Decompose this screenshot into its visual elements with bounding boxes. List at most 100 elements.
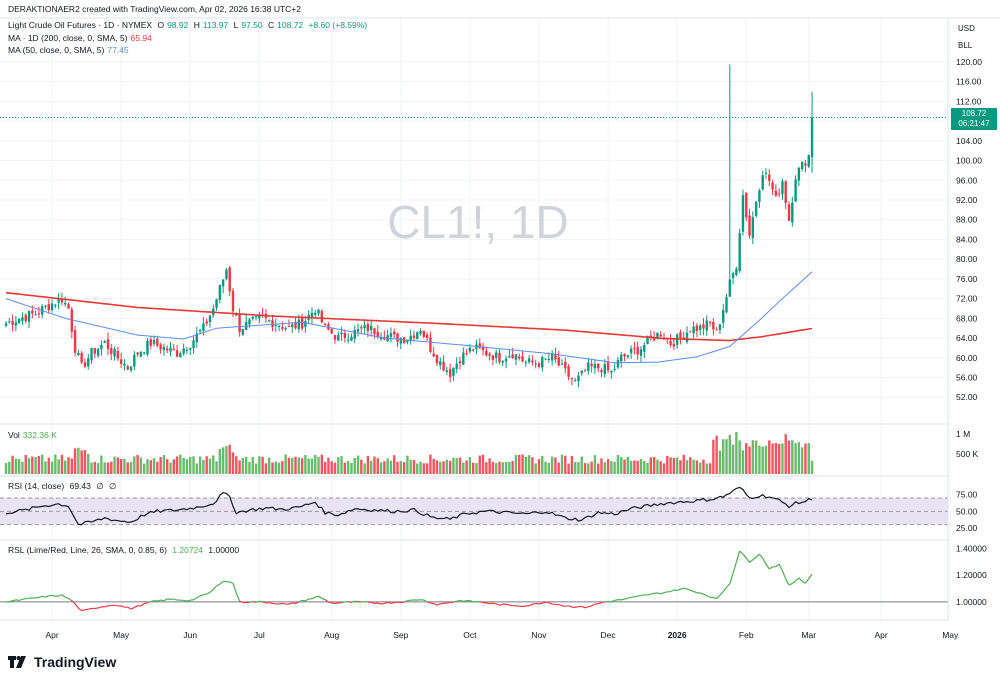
candle-body [781, 181, 784, 195]
volume-bar [481, 454, 485, 474]
volume-bar [383, 461, 386, 474]
candle-body [527, 358, 531, 363]
volume-bar [629, 460, 633, 474]
symbol-watermark: CL1!, 1D [387, 196, 569, 248]
volume-bar [557, 462, 560, 474]
volume-bar [620, 457, 623, 474]
candle-body [465, 353, 468, 355]
rsl-panel[interactable] [0, 550, 948, 612]
candle-body [547, 359, 551, 361]
rsl-segment [288, 602, 293, 605]
volume-bar [254, 463, 258, 474]
volume-bar [429, 454, 432, 474]
rsl-segment [775, 563, 780, 567]
candle-body [287, 326, 291, 328]
candle-body [353, 329, 356, 339]
rsl-segment [193, 597, 198, 601]
rsi-panel[interactable] [0, 486, 948, 526]
candle-body [508, 356, 511, 358]
rsi-band [0, 498, 948, 525]
volume-bar [567, 463, 570, 474]
candle-body [284, 328, 287, 330]
candle-body [27, 311, 31, 322]
ma50-legend[interactable]: MA (50, close, 0, SMA, 5) 77.45 [8, 45, 129, 55]
volume-bar [110, 461, 113, 474]
volume-bar [787, 440, 791, 474]
candle-body [169, 347, 172, 352]
volume-bar [323, 461, 327, 474]
candle-body [761, 175, 764, 190]
rsl-legend[interactable]: RSL (Lime/Red, Line, 26, SMA, 0, 0.85, 6… [8, 545, 240, 555]
candle-body [139, 351, 143, 357]
volume-bar [702, 459, 705, 474]
rsl-segment [157, 599, 161, 602]
candle-body [90, 347, 93, 361]
volume-legend[interactable]: Vol 332.36 K [8, 430, 57, 440]
currency-label[interactable]: USD [958, 24, 975, 33]
candle-body [452, 367, 455, 376]
volume-bar [781, 443, 784, 474]
ma50-value: 77.45 [107, 45, 129, 55]
rsl-segment [51, 594, 56, 597]
symbol-legend[interactable]: Light Crude Oil Futures · 1D · NYMEX O 98… [8, 20, 368, 30]
rsl-segment [798, 577, 803, 582]
volume-bar [192, 456, 195, 474]
candle-body [399, 338, 402, 344]
rsl-segment [690, 589, 694, 592]
volume-bar [356, 455, 360, 474]
candle-body [238, 314, 241, 333]
candle-body [764, 172, 768, 174]
volume-bar [488, 458, 491, 474]
volume-bar [50, 461, 54, 474]
volume-bar [626, 456, 630, 474]
candle-body [751, 217, 755, 238]
candle-body [271, 320, 274, 328]
volume-bar [544, 461, 547, 474]
candle-body [580, 370, 583, 374]
volume-bar [307, 458, 310, 474]
candle-body [722, 310, 725, 323]
tradingview-logo[interactable]: TradingView [8, 654, 116, 670]
volume-bar [689, 457, 692, 474]
volume-bar [518, 454, 521, 474]
volume-bar [514, 454, 518, 474]
rsl-segment [377, 602, 382, 605]
candle-body [57, 298, 60, 303]
volume-bar [603, 462, 606, 474]
candle-body [774, 190, 778, 196]
volume-bar [468, 457, 472, 474]
candle-body [406, 340, 409, 343]
candle-body [702, 324, 705, 329]
rsl-segment [621, 598, 625, 601]
candle-body [310, 312, 314, 318]
rsl-segment [683, 587, 688, 590]
candle-body [343, 332, 347, 339]
candle-body [748, 215, 751, 236]
candle-body [689, 331, 692, 333]
rsi-legend[interactable]: RSI (14, close) 69.43 ∅ ∅ [8, 481, 117, 491]
volume-panel[interactable] [4, 432, 814, 474]
candle-body [728, 279, 731, 297]
volume-bar [679, 460, 682, 474]
volume-bar [37, 455, 41, 474]
rsl-segment [670, 589, 675, 593]
rsl-segment [528, 603, 533, 607]
volume-bar [353, 457, 356, 474]
rsl-segment [387, 601, 392, 604]
volume-bar [593, 455, 597, 474]
ma200-legend[interactable]: MA · 1D (200, close, 0, SMA, 5) 65.94 [8, 33, 152, 43]
price-panel[interactable] [0, 64, 948, 388]
volume-bar [409, 459, 412, 474]
candle-body [149, 339, 152, 346]
rsl-segment [716, 594, 721, 599]
rsl-segment [732, 562, 737, 574]
volume-bar [448, 460, 452, 474]
candle-body [478, 343, 481, 349]
volume-bar [291, 457, 294, 474]
rsl-segment [440, 602, 444, 605]
rsi-line [5, 486, 813, 526]
time-tick-label: Jun [183, 630, 197, 640]
unit-label[interactable]: BLL [958, 41, 973, 50]
candle-body [393, 331, 396, 335]
